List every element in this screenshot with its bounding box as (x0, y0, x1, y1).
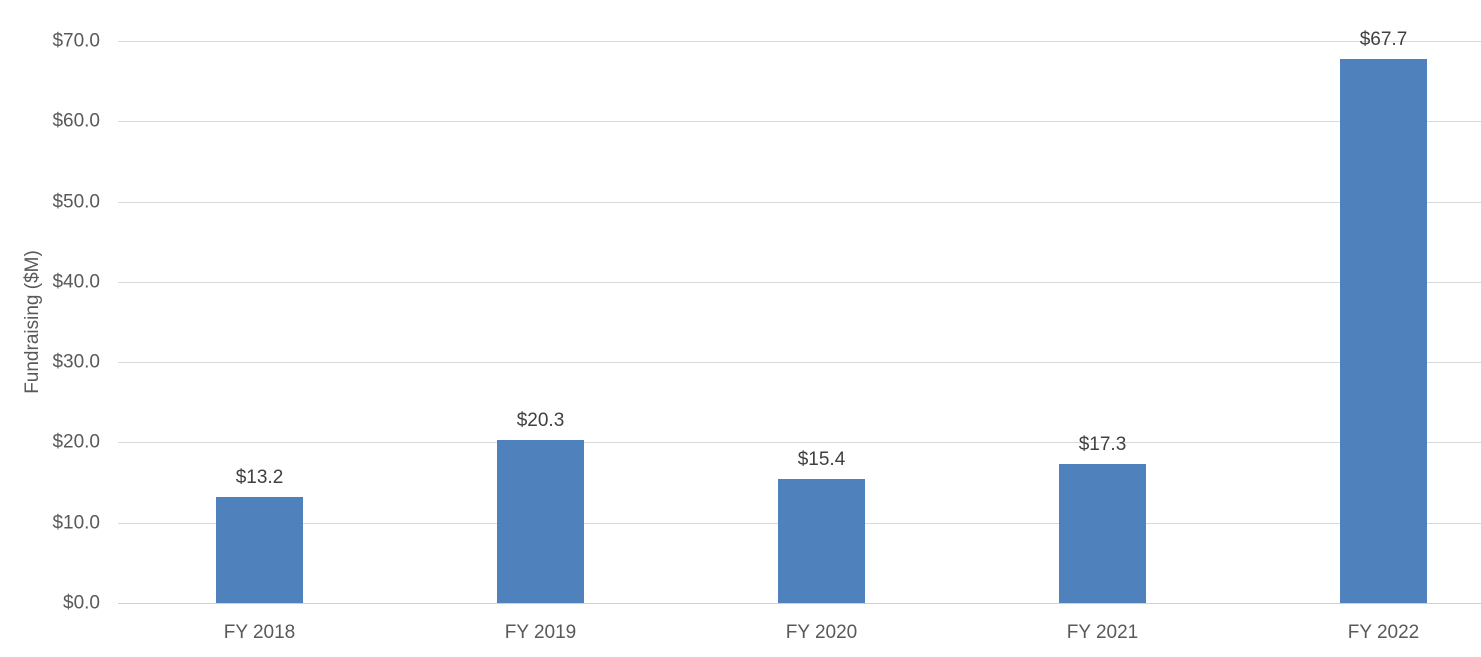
bar-value-label: $15.4 (797, 449, 846, 471)
y-axis-tick-label: $20.0 (52, 431, 100, 453)
bar-fy-2022 (1340, 59, 1427, 603)
gridline (118, 442, 1481, 444)
y-axis-tick-label: $40.0 (52, 271, 100, 293)
gridline (118, 362, 1481, 364)
y-axis-tick-label: $50.0 (52, 191, 100, 213)
bar-fy-2020 (778, 479, 865, 603)
bar-fy-2018 (216, 497, 303, 603)
x-axis-line (118, 603, 1481, 604)
category-label-fy-2021: FY 2021 (1066, 622, 1139, 643)
y-axis-tick-label: $70.0 (52, 30, 100, 52)
bar-value-label: $20.3 (516, 410, 565, 432)
bar-fy-2021 (1059, 464, 1146, 603)
gridline (118, 201, 1481, 203)
bar-value-label: $67.7 (1359, 29, 1408, 51)
category-label-fy-2022: FY 2022 (1347, 622, 1420, 643)
gridline (118, 121, 1481, 123)
bar-fy-2019 (497, 440, 584, 603)
category-label-fy-2019: FY 2019 (504, 622, 577, 643)
bar-value-label: $13.2 (235, 467, 284, 489)
category-label-fy-2018: FY 2018 (223, 622, 296, 643)
gridline (118, 281, 1481, 283)
category-label-fy-2020: FY 2020 (785, 622, 858, 643)
y-axis-tick-label: $0.0 (63, 592, 100, 614)
y-axis-tick-label: $10.0 (52, 512, 100, 534)
y-axis-tick-label: $30.0 (52, 351, 100, 373)
bar-value-label: $17.3 (1078, 434, 1127, 456)
y-axis-tick-label: $60.0 (52, 110, 100, 132)
gridline (118, 41, 1481, 42)
